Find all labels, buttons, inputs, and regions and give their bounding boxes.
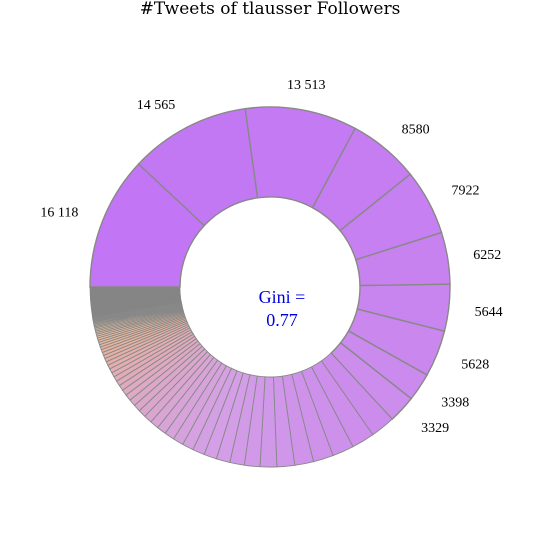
slice-value-label: 5644 [475,305,503,320]
slice-value-label: 14 565 [137,98,176,113]
gini-value: 0.77 [266,310,298,330]
gini-label: Gini = [259,287,306,307]
slice-value-label: 6252 [473,248,501,263]
segment-labels: 16 118 14 565 13 513 8580 7922 6252 5644 5628 33… [40,78,502,436]
donut-segments [89,106,451,468]
slice-value-label: 8580 [402,123,430,138]
donut-slice-zero [89,286,181,290]
slice-value-label: 5628 [461,357,489,372]
slice-value-label: 3398 [441,396,469,411]
slice-value-label: 7922 [452,184,480,199]
slice-value-label: 13 513 [287,78,326,93]
slice-value-label: 3329 [421,421,449,436]
slice-value-label: 16 118 [40,205,78,220]
chart-title: #Tweets of tlausser Followers [140,0,401,19]
